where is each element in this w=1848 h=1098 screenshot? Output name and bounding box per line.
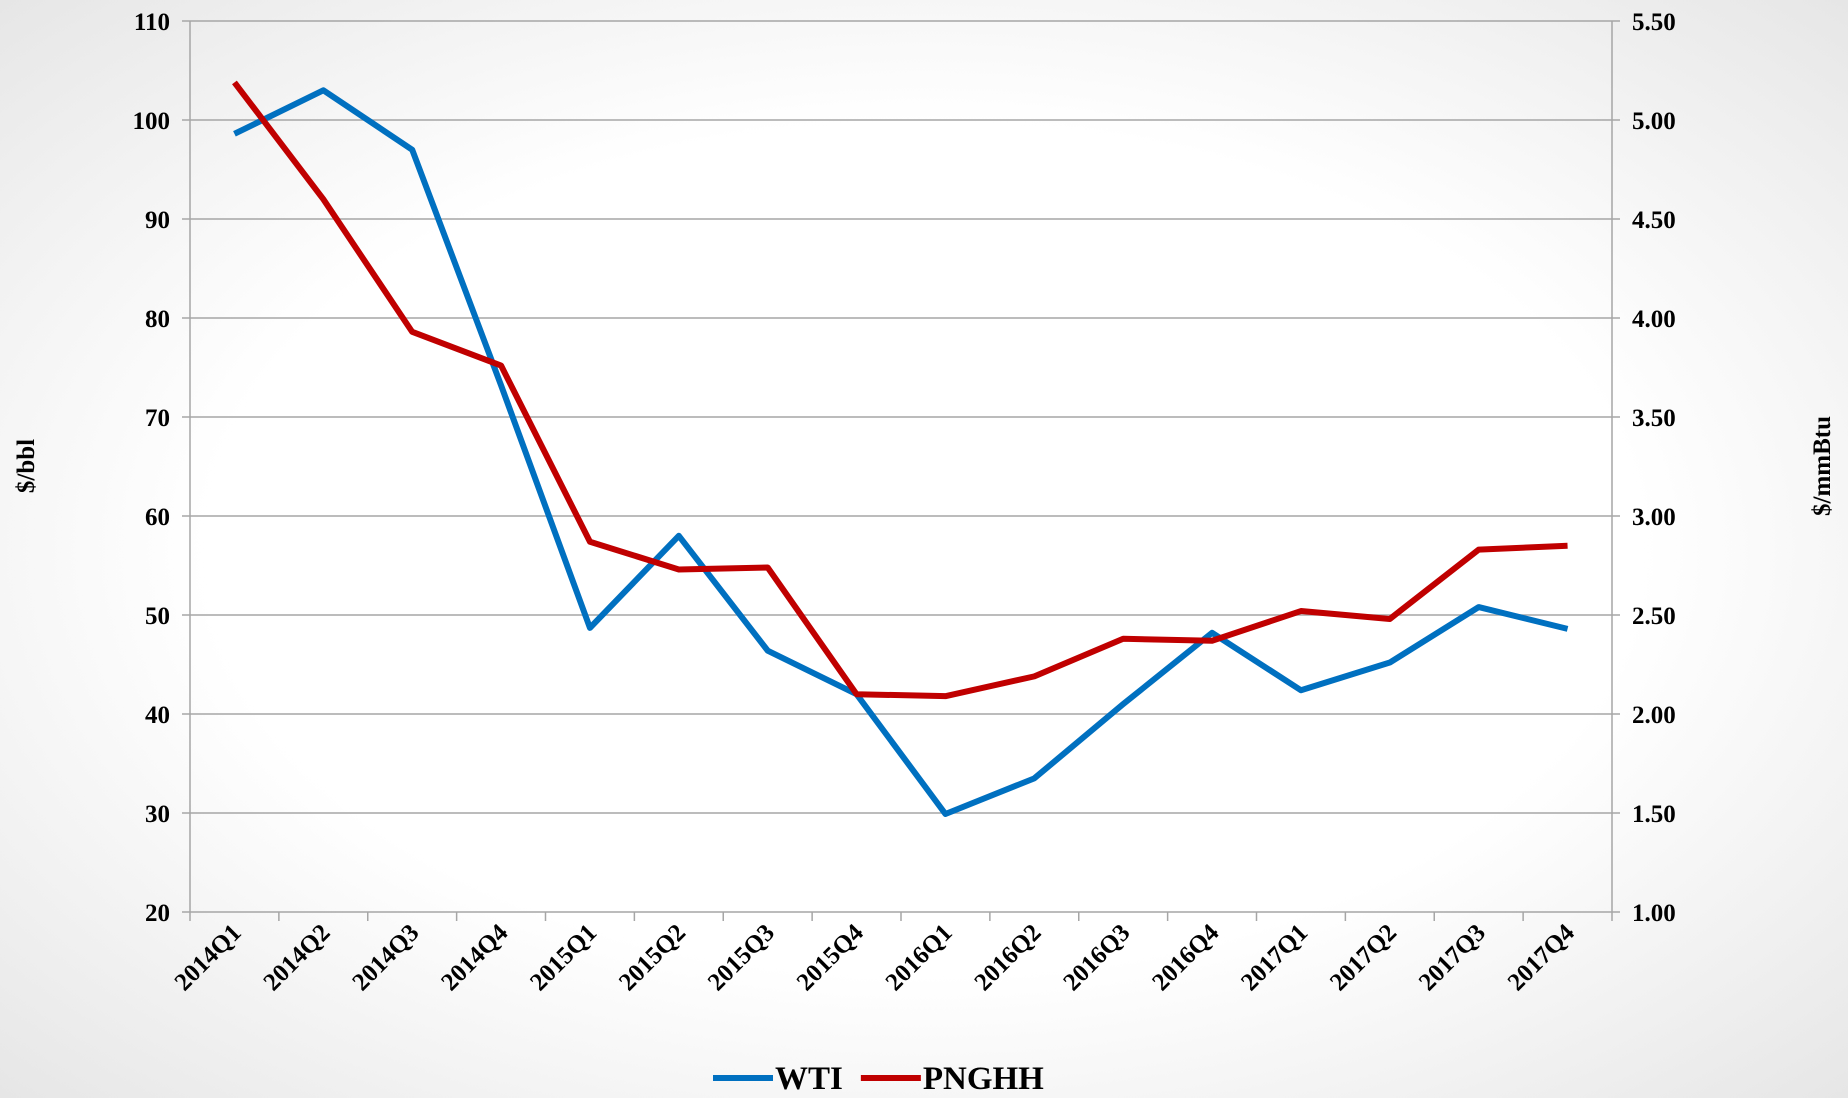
y2-tick-label: 3.00 <box>1632 504 1676 531</box>
y2-tick-label: 4.00 <box>1632 306 1676 333</box>
x-tick-label: 2015Q4 <box>792 919 869 996</box>
x-tick-label: 2016Q1 <box>881 919 958 996</box>
y2-tick-label: 3.50 <box>1632 405 1676 432</box>
y-tick-label: 100 <box>133 108 171 135</box>
y2-tick-label: 2.50 <box>1632 603 1676 630</box>
y2-tick-label: 2.00 <box>1632 702 1676 729</box>
y2-tick-label: 5.00 <box>1632 108 1676 135</box>
x-tick-label: 2017Q2 <box>1325 919 1402 996</box>
x-tick-label: 2017Q4 <box>1503 919 1580 996</box>
x-tick-label: 2016Q3 <box>1058 919 1135 996</box>
x-tick-label: 2016Q2 <box>970 919 1047 996</box>
x-tick-label: 2014Q1 <box>170 919 247 996</box>
legend-label: WTI <box>775 1061 843 1097</box>
y-tick-label: 90 <box>145 207 170 234</box>
y-tick-label: 70 <box>145 405 170 432</box>
series-line <box>233 87 1569 817</box>
x-tick-label: 2017Q3 <box>1414 919 1491 996</box>
x-tick-label: 2015Q2 <box>614 919 691 996</box>
series-line <box>232 80 1568 700</box>
x-tick-label: 2014Q3 <box>347 919 424 996</box>
y2-tick-label: 1.00 <box>1632 900 1676 927</box>
y-tick-label: 80 <box>145 306 170 333</box>
y-tick-label: 110 <box>134 9 170 36</box>
y-tick-label: 60 <box>145 504 170 531</box>
x-tick-label: 2014Q4 <box>436 919 513 996</box>
y-tick-label: 40 <box>145 702 170 729</box>
x-tick-label: 2017Q1 <box>1236 919 1313 996</box>
y2-tick-label: 5.50 <box>1632 9 1676 36</box>
y2-tick-label: 1.50 <box>1632 801 1676 828</box>
y-tick-label: 50 <box>145 603 170 630</box>
y2-axis-label: $/mmBtu <box>1809 416 1836 516</box>
y-axis-label: $/bbl <box>13 439 40 493</box>
x-tick-label: 2015Q1 <box>525 919 602 996</box>
y-tick-label: 20 <box>145 900 170 927</box>
x-tick-label: 2016Q4 <box>1147 919 1224 996</box>
y2-tick-label: 4.50 <box>1632 207 1676 234</box>
x-tick-label: 2015Q3 <box>703 919 780 996</box>
legend-label: PNGHH <box>923 1061 1044 1097</box>
x-tick-label: 2014Q2 <box>259 919 336 996</box>
y-tick-label: 30 <box>145 801 170 828</box>
